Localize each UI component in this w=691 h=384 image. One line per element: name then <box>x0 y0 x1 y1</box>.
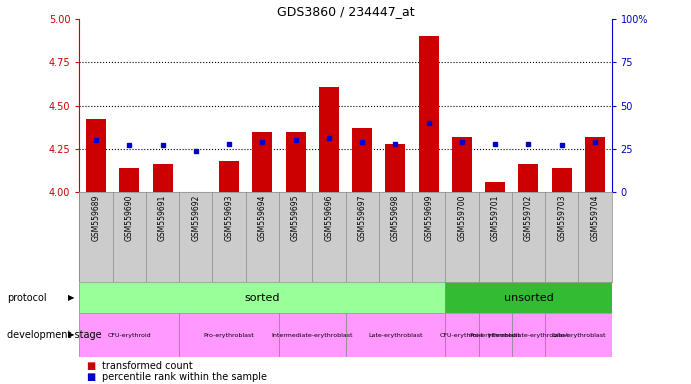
Bar <box>319 87 339 192</box>
Bar <box>352 128 372 192</box>
Text: Pro-erythroblast: Pro-erythroblast <box>470 333 520 338</box>
Text: GSM559694: GSM559694 <box>258 195 267 241</box>
Bar <box>419 36 439 192</box>
Bar <box>452 137 472 192</box>
Bar <box>179 313 279 357</box>
Text: GSM559689: GSM559689 <box>92 195 101 241</box>
Bar <box>445 313 478 357</box>
Text: GSM559697: GSM559697 <box>358 195 367 241</box>
Bar <box>545 313 612 357</box>
Text: GSM559693: GSM559693 <box>225 195 234 241</box>
Text: protocol: protocol <box>7 293 46 303</box>
Text: transformed count: transformed count <box>102 361 193 371</box>
Bar <box>219 161 239 192</box>
Text: sorted: sorted <box>245 293 280 303</box>
Text: GSM559700: GSM559700 <box>457 195 466 241</box>
Text: GSM559704: GSM559704 <box>590 195 599 241</box>
Text: ▶: ▶ <box>68 293 75 302</box>
Bar <box>153 164 173 192</box>
Text: development stage: development stage <box>7 330 102 340</box>
Bar <box>478 313 512 357</box>
Bar <box>485 182 505 192</box>
Bar <box>518 164 538 192</box>
Text: Intermediate-erythroblast: Intermediate-erythroblast <box>488 333 569 338</box>
Text: GSM559692: GSM559692 <box>191 195 200 241</box>
Bar <box>285 132 305 192</box>
Text: GSM559699: GSM559699 <box>424 195 433 241</box>
Bar <box>79 282 445 313</box>
Bar <box>445 282 612 313</box>
Text: Intermediate-erythroblast: Intermediate-erythroblast <box>272 333 353 338</box>
Text: GSM559701: GSM559701 <box>491 195 500 241</box>
Bar <box>79 313 179 357</box>
Text: GSM559690: GSM559690 <box>125 195 134 241</box>
Text: ■: ■ <box>86 361 95 371</box>
Text: Pro-erythroblast: Pro-erythroblast <box>204 333 254 338</box>
Bar <box>346 313 445 357</box>
Text: GSM559696: GSM559696 <box>324 195 333 241</box>
Text: GSM559691: GSM559691 <box>158 195 167 241</box>
Bar <box>252 132 272 192</box>
Text: GSM559702: GSM559702 <box>524 195 533 241</box>
Text: Late-erythroblast: Late-erythroblast <box>551 333 605 338</box>
Text: unsorted: unsorted <box>504 293 553 303</box>
Text: GSM559698: GSM559698 <box>391 195 400 241</box>
Text: Late-erythroblast: Late-erythroblast <box>368 333 423 338</box>
Text: GSM559703: GSM559703 <box>557 195 566 241</box>
Bar <box>120 168 140 192</box>
Bar <box>512 313 545 357</box>
Text: ▶: ▶ <box>68 330 75 339</box>
Text: CFU-erythroid: CFU-erythroid <box>108 333 151 338</box>
Text: CFU-erythroid: CFU-erythroid <box>440 333 484 338</box>
Bar <box>86 119 106 192</box>
Bar <box>551 168 571 192</box>
Bar <box>386 144 406 192</box>
Bar <box>279 313 346 357</box>
Bar <box>585 137 605 192</box>
Text: GSM559695: GSM559695 <box>291 195 300 241</box>
Text: ■: ■ <box>86 372 95 382</box>
Title: GDS3860 / 234447_at: GDS3860 / 234447_at <box>276 5 415 18</box>
Text: percentile rank within the sample: percentile rank within the sample <box>102 372 267 382</box>
